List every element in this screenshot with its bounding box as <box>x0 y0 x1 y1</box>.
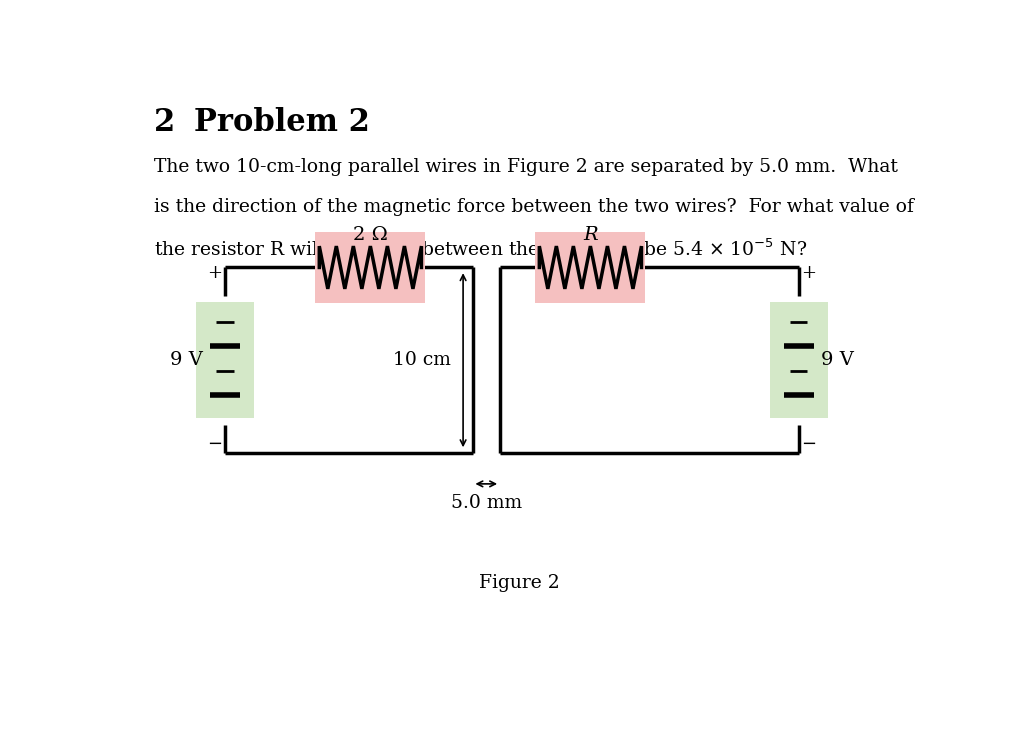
Text: −: − <box>801 435 816 453</box>
Bar <box>770 302 827 418</box>
Text: The two 10-cm-long parallel wires in Figure 2 are separated by 5.0 mm.  What: The two 10-cm-long parallel wires in Fig… <box>154 158 898 176</box>
Text: 9 V: 9 V <box>170 351 203 369</box>
Text: 10 cm: 10 cm <box>393 351 451 369</box>
Text: 5.0 mm: 5.0 mm <box>450 494 522 512</box>
Text: −: − <box>207 435 222 453</box>
Text: 2: 2 <box>154 107 175 138</box>
Bar <box>535 232 646 303</box>
Text: the resistor R will the force between the two wires be 5.4 $\times$ 10$^{-5}$ N?: the resistor R will the force between th… <box>154 239 807 261</box>
Text: 2 Ω: 2 Ω <box>353 226 387 244</box>
Text: is the direction of the magnetic force between the two wires?  For what value of: is the direction of the magnetic force b… <box>154 199 915 216</box>
Text: +: + <box>801 264 816 282</box>
Text: R: R <box>583 226 597 244</box>
Text: +: + <box>207 264 222 282</box>
Text: 9 V: 9 V <box>820 351 854 369</box>
Bar <box>196 302 255 418</box>
Text: Figure 2: Figure 2 <box>480 574 560 592</box>
Text: Problem 2: Problem 2 <box>194 107 369 138</box>
Bar <box>315 232 426 303</box>
